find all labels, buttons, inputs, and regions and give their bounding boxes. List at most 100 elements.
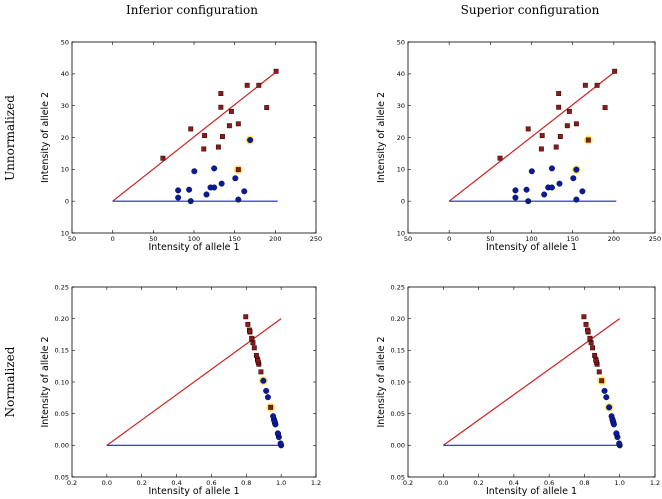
circle-point (528, 168, 535, 175)
column-title-inferior: Inferior configuration (126, 3, 258, 17)
x-tick-label: 0.0 (102, 479, 112, 487)
y-tick-label: 10 (61, 229, 69, 237)
y-tick-label: 0 (401, 197, 405, 205)
square-point (497, 155, 503, 161)
y-tick-label: 0.20 (391, 315, 405, 323)
y-tick-label: 10 (397, 229, 405, 237)
x-tick-label: 100 (525, 235, 537, 243)
y-axis-label: Intensity of allele 2 (376, 92, 387, 183)
square-point (226, 123, 232, 129)
circle-point (608, 413, 615, 420)
red-reference-line (448, 70, 617, 202)
circle-point (556, 180, 563, 187)
circle-point (211, 184, 218, 191)
y-tick-label: 0.25 (55, 283, 69, 291)
circle-point (175, 187, 182, 194)
x-tick-label: 0.0 (438, 479, 448, 487)
y-tick-label: 20 (397, 134, 405, 142)
square-point (160, 155, 166, 161)
square-point (582, 82, 588, 88)
circle-point (211, 165, 218, 172)
square-point (556, 104, 562, 110)
square-point (581, 314, 587, 320)
x-tick-label: 1.2 (650, 479, 660, 487)
circle-point (606, 404, 613, 411)
x-tick-label: 0.2 (137, 479, 147, 487)
square-point (245, 321, 251, 327)
circle-point (264, 394, 271, 401)
square-point (268, 404, 274, 410)
circle-point (548, 184, 555, 191)
x-axis-label: Intensity of allele 1 (148, 242, 239, 253)
circle-point (218, 180, 225, 187)
circle-point (525, 198, 532, 205)
x-tick-label: 250 (310, 235, 322, 243)
square-point (202, 133, 208, 139)
circle-point (601, 387, 608, 394)
circle-point (613, 430, 620, 437)
y-tick-label: 0.15 (391, 347, 405, 355)
y-tick-label: 0.05 (55, 473, 69, 481)
circle-point (270, 413, 277, 420)
subplot-4: 0.2 0.0 0.2 0.4 0.6 0.8 1.0 1.2 0.05 0.00 0.05 0.10… (376, 283, 660, 497)
y-tick-label: 50 (397, 38, 405, 46)
circle-point (274, 430, 281, 437)
circle-point (573, 166, 580, 173)
square-point (594, 82, 600, 88)
circle-point (191, 168, 198, 175)
y-tick-label: 50 (61, 38, 69, 46)
square-point (228, 108, 234, 114)
x-tick-label: 0.8 (241, 479, 251, 487)
x-tick-label: 0.2 (403, 479, 413, 487)
circle-point (523, 186, 530, 193)
square-point (553, 144, 559, 150)
square-point (585, 328, 591, 334)
square-point (612, 68, 618, 74)
y-tick-label: 0.00 (55, 442, 69, 450)
square-point (255, 358, 261, 363)
circle-point (277, 440, 284, 447)
circle-point (175, 194, 182, 201)
square-point (602, 105, 608, 111)
y-tick-label: 0.00 (391, 442, 405, 450)
x-tick-label: 50 (149, 235, 157, 243)
y-tick-label: 30 (397, 102, 405, 110)
square-point (587, 335, 593, 341)
y-axis-label: Intensity of allele 2 (40, 92, 51, 183)
square-point (247, 328, 253, 334)
circle-point (541, 191, 548, 198)
square-point (264, 105, 270, 111)
square-point (249, 335, 255, 341)
x-tick-label: 50 (404, 235, 412, 243)
circle-point (235, 196, 242, 203)
square-point (258, 369, 264, 375)
x-tick-label: 250 (649, 235, 661, 243)
x-tick-label: 200 (269, 235, 281, 243)
circle-point (263, 387, 270, 394)
x-tick-label: 1.2 (311, 479, 321, 487)
square-point (538, 146, 544, 152)
subplot-1: 50 0 50 100 150 200 2501001020304050Intensity … (40, 38, 322, 253)
x-tick-label: 50 (486, 235, 494, 243)
square-point (201, 146, 207, 152)
circle-point (241, 188, 248, 195)
circle-point (247, 137, 254, 144)
circle-point (260, 377, 267, 384)
x-tick-label: 0.2 (67, 479, 77, 487)
x-tick-label: 0 (111, 235, 115, 243)
y-tick-label: 0.25 (391, 283, 405, 291)
y-tick-label: 0.10 (55, 378, 69, 386)
square-point (599, 378, 605, 384)
circle-point (603, 394, 610, 401)
circle-point (579, 188, 586, 195)
square-point (244, 82, 250, 88)
y-tick-label: 0.20 (55, 315, 69, 323)
subplot-3: 0.2 0.0 0.2 0.4 0.6 0.8 1.0 1.2 0.05 0.00 0.05 0.10… (40, 283, 321, 497)
y-tick-label: 30 (61, 102, 69, 110)
y-tick-label: 40 (397, 70, 405, 78)
y-tick-label: 0 (65, 197, 69, 205)
square-point (525, 126, 531, 132)
x-tick-label: 0.4 (509, 479, 519, 487)
x-tick-label: 0.8 (579, 479, 589, 487)
